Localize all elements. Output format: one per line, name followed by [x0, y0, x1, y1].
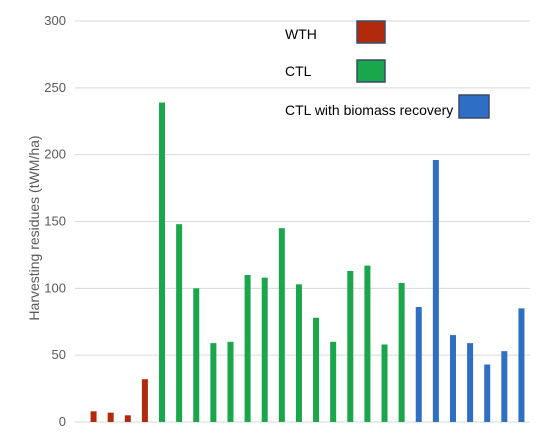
y-tick-label: 250	[44, 80, 66, 95]
bar	[330, 341, 337, 422]
bar	[141, 379, 148, 422]
bar	[278, 228, 285, 422]
bar	[313, 317, 320, 422]
bar	[381, 344, 388, 422]
gridlines	[75, 20, 530, 423]
bar	[398, 282, 405, 422]
bar	[244, 274, 251, 422]
y-tick-label: 150	[44, 214, 66, 229]
legend-swatch	[458, 94, 490, 119]
bar	[501, 351, 508, 422]
bar	[467, 343, 474, 422]
bar	[90, 411, 97, 422]
bar	[449, 335, 456, 422]
bars	[90, 102, 525, 422]
legend: WTH CTL CTL with biomass recovery	[285, 20, 490, 119]
y-axis-ticks: 0 50 100 150 200 250 300	[44, 13, 66, 429]
bar	[227, 341, 234, 422]
bar	[261, 277, 268, 422]
bar	[432, 160, 439, 422]
bar	[176, 224, 183, 422]
y-tick-label: 200	[44, 147, 66, 162]
bar	[295, 284, 302, 422]
bar	[364, 265, 371, 422]
y-tick-label: 50	[52, 347, 66, 362]
bar	[107, 412, 114, 422]
bar	[415, 307, 422, 422]
legend-label: CTL	[285, 63, 312, 79]
legend-swatch	[356, 59, 386, 83]
y-tick-label: 300	[44, 13, 66, 28]
y-tick-label: 100	[44, 280, 66, 295]
legend-label: WTH	[285, 26, 317, 42]
legend-label: CTL with biomass recovery	[285, 102, 453, 118]
bar	[518, 308, 525, 422]
bar	[210, 343, 217, 422]
bar	[193, 288, 200, 422]
bar	[124, 415, 131, 422]
bar	[159, 102, 166, 422]
bar	[484, 364, 491, 422]
legend-swatch	[356, 20, 386, 44]
bar	[347, 270, 354, 422]
y-axis-title: Harvesting residues (tWM/ha)	[26, 135, 42, 320]
y-tick-label: 0	[59, 414, 66, 429]
